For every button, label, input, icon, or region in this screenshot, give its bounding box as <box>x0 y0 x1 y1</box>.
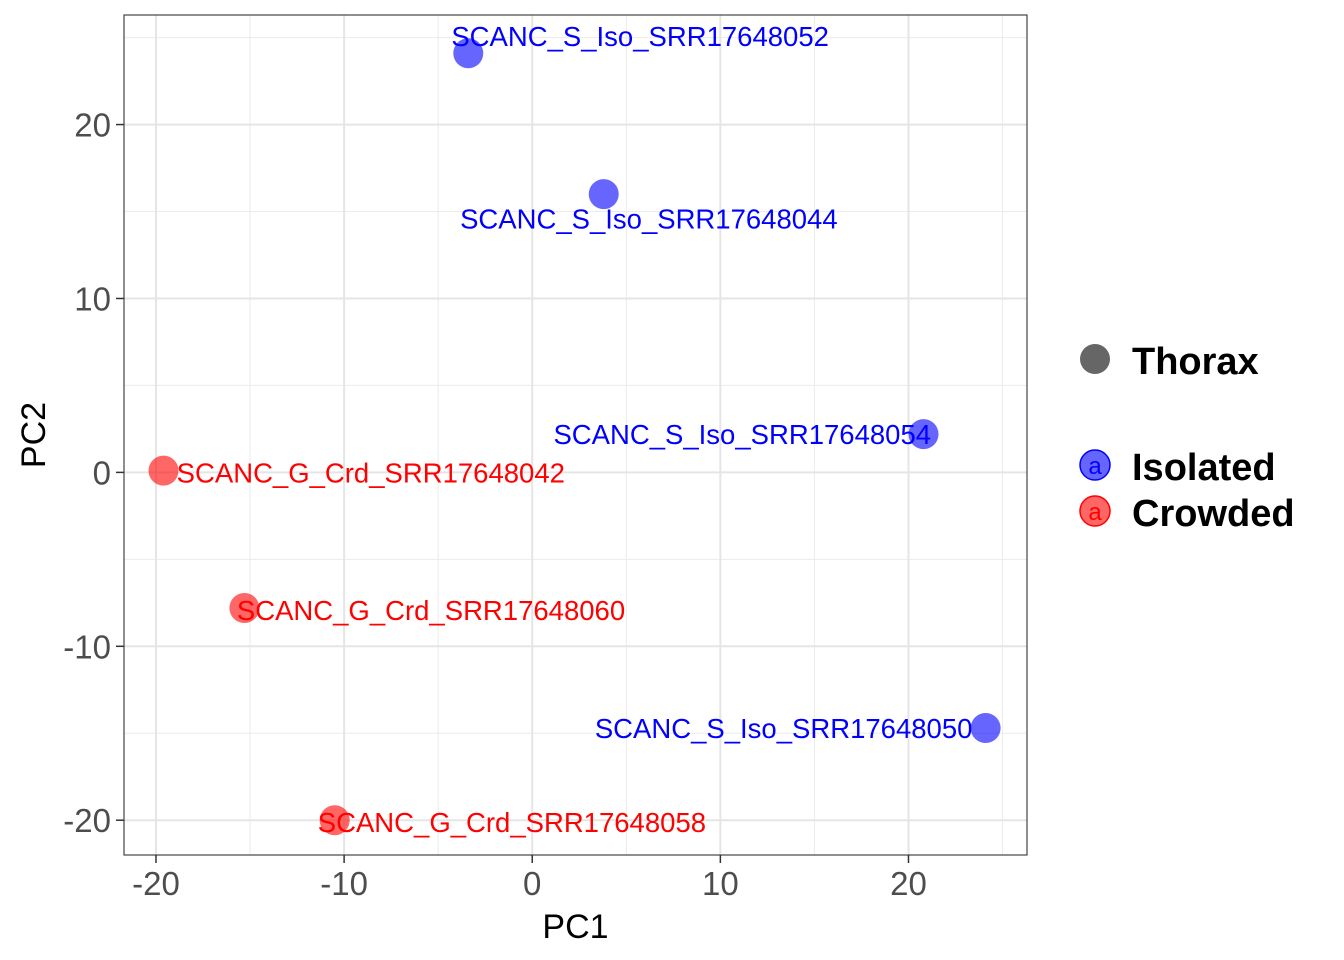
data-points <box>148 38 1001 836</box>
legend-label-thorax: Thorax <box>1132 341 1259 383</box>
point-label: SCANC_G_Crd_SRR17648058 <box>318 807 706 838</box>
point-label: SCANC_G_Crd_SRR17648060 <box>237 595 625 626</box>
data-point <box>319 805 350 836</box>
legend-key-glyph: a <box>1088 453 1102 480</box>
legend: Thorax a Isolated a Crowded <box>1079 341 1295 535</box>
x-tick-label: -20 <box>132 865 180 902</box>
y-axis: -20 -10 0 10 20 <box>63 107 124 839</box>
x-tick-label: 20 <box>890 865 927 902</box>
data-point <box>588 179 619 210</box>
point-label: SCANC_S_Iso_SRR17648044 <box>460 203 838 234</box>
y-tick-label: 20 <box>74 107 111 144</box>
data-point <box>453 38 484 69</box>
x-axis-title: PC1 <box>542 908 608 946</box>
point-label: SCANC_G_Crd_SRR17648042 <box>177 457 565 488</box>
legend-key-glyph: a <box>1088 499 1102 526</box>
x-tick-label: -10 <box>320 865 368 902</box>
legend-label-isolated: Isolated <box>1132 447 1276 489</box>
data-point <box>970 713 1001 744</box>
legend-key-thorax <box>1080 344 1110 374</box>
legend-key-crowded <box>1079 495 1111 527</box>
major-gridlines <box>124 15 1027 855</box>
legend-key-isolated <box>1079 449 1111 481</box>
data-point <box>229 593 260 624</box>
legend-label-crowded: Crowded <box>1132 493 1295 535</box>
point-label: SCANC_S_Iso_SRR17648052 <box>451 21 829 52</box>
data-point <box>148 455 179 486</box>
point-labels: SCANC_S_Iso_SRR17648052 SCANC_S_Iso_SRR17… <box>177 21 973 838</box>
y-axis-title: PC2 <box>15 402 53 468</box>
y-tick-label: 0 <box>93 454 111 491</box>
x-tick-label: 10 <box>702 865 739 902</box>
point-label: SCANC_S_Iso_SRR17648050 <box>595 713 973 744</box>
y-tick-label: -20 <box>63 802 111 839</box>
x-axis: -20 -10 0 10 20 <box>132 855 927 902</box>
minor-gridlines <box>124 15 1027 855</box>
y-tick-label: 10 <box>74 280 111 317</box>
point-label: SCANC_S_Iso_SRR17648054 <box>553 419 931 450</box>
data-point <box>908 419 939 450</box>
panel-border <box>123 14 1028 856</box>
x-tick-label: 0 <box>523 865 541 902</box>
y-tick-label: -10 <box>63 628 111 665</box>
